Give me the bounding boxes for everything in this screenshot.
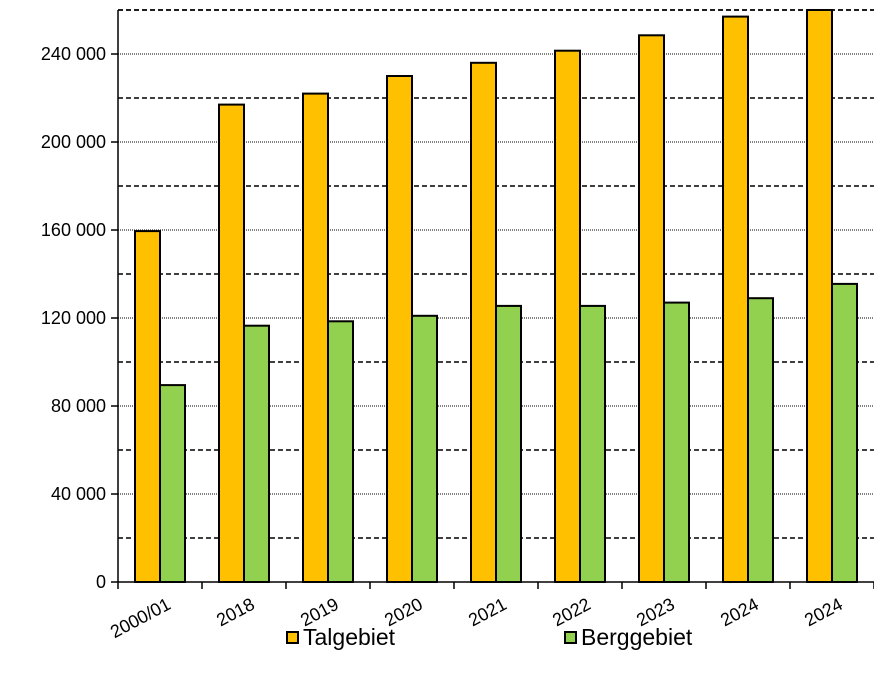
- y-tick-label: 80 000: [51, 396, 106, 416]
- y-tick-label: 160 000: [41, 220, 106, 240]
- bar-talgebiet-8: [806, 9, 833, 583]
- bar-berggebiet-8: [831, 282, 858, 583]
- legend-label-talgebiet: Talgebiet: [303, 624, 396, 650]
- bar-talgebiet-6: [638, 34, 665, 584]
- bar-talgebiet-1: [218, 103, 245, 583]
- y-tick-label: 0: [96, 572, 106, 592]
- y-tick-label: 200 000: [41, 132, 106, 152]
- bar-berggebiet-4: [495, 304, 522, 583]
- legend-swatch-berggebiet: [564, 631, 577, 644]
- legend-label-berggebiet: Berggebiet: [581, 624, 693, 650]
- bar-talgebiet-0: [134, 230, 161, 583]
- bar-talgebiet-3: [386, 75, 413, 583]
- bar-talgebiet-2: [302, 92, 329, 583]
- bar-berggebiet-5: [579, 304, 606, 583]
- y-tick-labels: 0 40 000 80 000 120 000 160 000 200 000 240 00…: [41, 44, 106, 592]
- bars: [134, 9, 858, 584]
- legend-item-berggebiet: Berggebiet: [564, 624, 692, 651]
- bar-talgebiet-4: [470, 61, 497, 584]
- axes: [111, 10, 874, 589]
- y-tick-label: 40 000: [51, 484, 106, 504]
- bar-talgebiet-5: [554, 49, 581, 583]
- legend: Talgebiet Berggebiet: [0, 624, 874, 664]
- legend-item-talgebiet: Talgebiet: [286, 624, 395, 651]
- bar-berggebiet-3: [411, 314, 438, 583]
- bar-talgebiet-7: [722, 15, 749, 584]
- legend-swatch-talgebiet: [286, 631, 299, 644]
- bar-berggebiet-2: [327, 320, 354, 583]
- bar-berggebiet-0: [159, 384, 186, 583]
- bar-berggebiet-1: [243, 324, 270, 583]
- bar-berggebiet-6: [663, 301, 690, 583]
- bar-berggebiet-7: [747, 297, 774, 583]
- y-tick-label: 120 000: [41, 308, 106, 328]
- y-tick-label: 240 000: [41, 44, 106, 64]
